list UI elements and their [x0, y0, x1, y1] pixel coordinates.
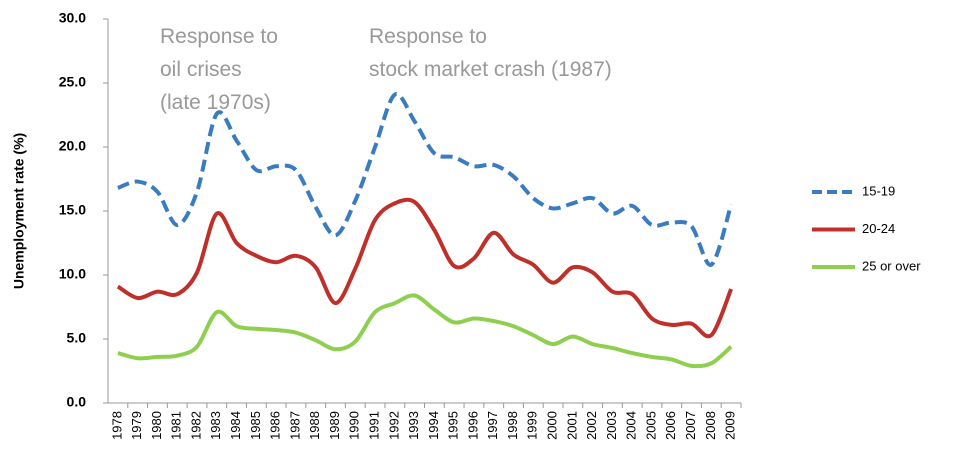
x-tick-label: 1980	[149, 411, 164, 440]
y-tick-label: 0.0	[67, 394, 87, 410]
legend-label: 25 or over	[862, 258, 921, 273]
y-tick-label: 25.0	[59, 74, 86, 90]
x-tick-label: 2000	[545, 411, 560, 440]
x-tick-label: 2009	[723, 411, 738, 440]
x-tick-label: 1991	[366, 411, 381, 440]
x-tick-label: 2008	[703, 411, 718, 440]
series-line	[116, 197, 733, 339]
x-tick-label: 1981	[169, 411, 184, 440]
legend-label: 20-24	[862, 221, 895, 236]
x-tick-label: 2004	[624, 411, 639, 440]
annotation: Response to	[160, 25, 278, 48]
x-tick-label: 1994	[426, 411, 441, 440]
x-tick-label: 1995	[446, 411, 461, 440]
x-tick-label: 1989	[327, 411, 342, 440]
y-tick-label: 15.0	[59, 202, 86, 218]
series-line	[117, 92, 734, 267]
y-tick-label: 10.0	[59, 266, 86, 282]
x-tick-label: 1988	[307, 411, 322, 440]
y-tick-label: 30.0	[59, 10, 86, 26]
x-tick-label: 1979	[129, 411, 144, 440]
x-tick-label: 2002	[584, 411, 599, 440]
x-tick-label: 2006	[663, 411, 678, 440]
x-tick-label: 2003	[604, 411, 619, 440]
x-tick-label: 1997	[485, 411, 500, 440]
x-tick-label: 1986	[268, 411, 283, 440]
x-tick-label: 2005	[643, 411, 658, 440]
x-tick-label: 1992	[386, 411, 401, 440]
series-line	[117, 293, 733, 369]
x-tick-label: 1982	[188, 411, 203, 440]
annotation: oil crises	[160, 58, 242, 81]
x-tick-label: 1983	[208, 411, 223, 440]
annotation: (late 1970s)	[160, 91, 271, 114]
x-tick-label: 2001	[564, 411, 579, 440]
x-tick-label: 1978	[109, 411, 124, 440]
x-tick-label: 1993	[406, 411, 421, 440]
legend-label: 15-19	[862, 183, 895, 198]
x-tick-label: 1990	[347, 411, 362, 440]
y-tick-label: 5.0	[67, 330, 87, 346]
x-tick-label: 1996	[465, 411, 480, 440]
annotation: Response to	[369, 25, 487, 48]
y-tick-label: 20.0	[59, 138, 86, 154]
y-axis-label: Unemployment rate (%)	[11, 133, 27, 289]
x-tick-label: 1999	[525, 411, 540, 440]
x-tick-label: 1987	[287, 411, 302, 440]
x-tick-label: 2007	[683, 411, 698, 440]
annotation: stock market crash (1987)	[369, 58, 612, 81]
x-tick-label: 1998	[505, 411, 520, 440]
x-tick-label: 1985	[248, 411, 263, 440]
x-tick-label: 1984	[228, 411, 243, 440]
